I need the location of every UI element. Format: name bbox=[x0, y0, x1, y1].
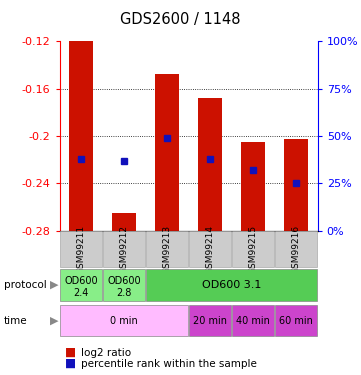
Bar bbox=[146, 269, 317, 301]
Bar bbox=[155, 74, 179, 231]
Bar bbox=[284, 140, 308, 231]
Text: 40 min: 40 min bbox=[236, 316, 270, 326]
Text: OD600 3.1: OD600 3.1 bbox=[202, 280, 261, 290]
Bar bbox=[232, 231, 274, 267]
Text: 2.8: 2.8 bbox=[116, 288, 132, 298]
Bar bbox=[60, 269, 102, 301]
Text: protocol: protocol bbox=[4, 280, 46, 290]
Text: OD600: OD600 bbox=[64, 276, 98, 286]
Bar bbox=[189, 231, 231, 267]
Text: 20 min: 20 min bbox=[193, 316, 227, 326]
Text: GSM99214: GSM99214 bbox=[206, 225, 215, 274]
Bar bbox=[146, 231, 188, 267]
Bar bbox=[60, 231, 102, 267]
Bar bbox=[232, 305, 274, 336]
Text: GSM99211: GSM99211 bbox=[77, 225, 86, 274]
Text: 60 min: 60 min bbox=[279, 316, 313, 326]
Text: GSM99216: GSM99216 bbox=[292, 225, 301, 274]
Bar bbox=[69, 41, 93, 231]
Text: 0 min: 0 min bbox=[110, 316, 138, 326]
Text: log2 ratio: log2 ratio bbox=[81, 348, 131, 357]
Text: percentile rank within the sample: percentile rank within the sample bbox=[81, 359, 257, 369]
Bar bbox=[275, 231, 317, 267]
Text: ▶: ▶ bbox=[50, 316, 58, 326]
Text: GSM99213: GSM99213 bbox=[162, 225, 171, 274]
Bar bbox=[275, 305, 317, 336]
Bar bbox=[198, 98, 222, 231]
Text: GDS2600 / 1148: GDS2600 / 1148 bbox=[120, 12, 241, 27]
Text: GSM99212: GSM99212 bbox=[119, 225, 129, 274]
Text: ■: ■ bbox=[65, 346, 76, 359]
Bar bbox=[103, 231, 145, 267]
Bar bbox=[103, 269, 145, 301]
Text: ■: ■ bbox=[65, 357, 76, 370]
Text: ▶: ▶ bbox=[50, 280, 58, 290]
Text: OD600: OD600 bbox=[107, 276, 141, 286]
Bar bbox=[112, 213, 136, 231]
Text: 2.4: 2.4 bbox=[73, 288, 89, 298]
Text: GSM99215: GSM99215 bbox=[249, 225, 258, 274]
Bar bbox=[189, 305, 231, 336]
Bar bbox=[241, 142, 265, 231]
Bar bbox=[60, 305, 188, 336]
Text: time: time bbox=[4, 316, 27, 326]
